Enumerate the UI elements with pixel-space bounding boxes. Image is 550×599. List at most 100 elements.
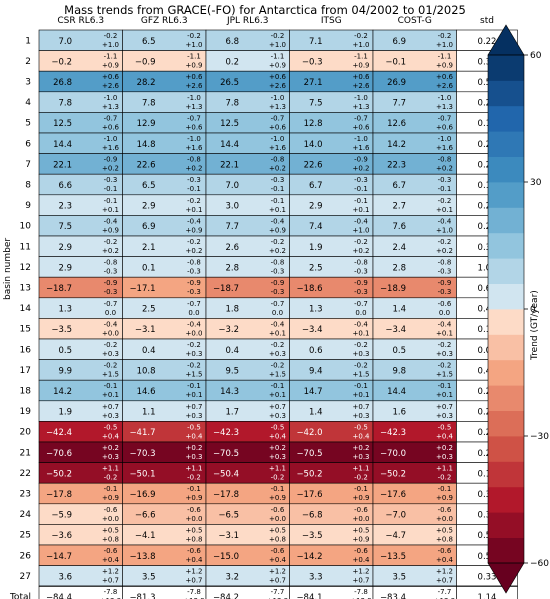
trend-value: 0.6 xyxy=(309,346,323,356)
uncertainty-upper: +0.0 xyxy=(186,515,203,523)
trend-value: −0.3 xyxy=(302,57,323,67)
uncertainty-lower: -0.1 xyxy=(187,382,201,390)
uncertainty-upper: +0.9 xyxy=(186,494,203,502)
uncertainty-lower: -1.0 xyxy=(271,94,285,102)
trend-value: 7.8 xyxy=(142,99,156,109)
column-header: CSR RL6.3 xyxy=(57,16,104,26)
uncertainty-lower: -0.4 xyxy=(438,217,452,225)
uncertainty-lower: -0.9 xyxy=(187,279,201,287)
uncertainty-lower: -0.1 xyxy=(271,197,285,205)
trend-value: 12.5 xyxy=(53,119,72,129)
uncertainty-upper: +1.3 xyxy=(436,103,453,111)
std-value: 0.47 xyxy=(478,366,497,376)
trend-value: 3.5 xyxy=(392,572,406,582)
uncertainty-lower: -0.8 xyxy=(438,156,452,164)
row-label: 20 xyxy=(20,428,32,438)
uncertainty-upper: 0.0 xyxy=(272,309,283,317)
trend-value: 22.6 xyxy=(137,160,156,170)
uncertainty-upper: +0.6 xyxy=(102,123,120,131)
trend-value: −17.8 xyxy=(46,490,72,500)
colorbar-bin xyxy=(488,258,524,284)
uncertainty-upper: -0.3 xyxy=(187,288,201,296)
row-label: 21 xyxy=(20,448,31,458)
uncertainty-upper: +0.1 xyxy=(102,391,119,399)
trend-value: 14.2 xyxy=(53,387,72,397)
uncertainty-upper: 0.0 xyxy=(439,309,450,317)
uncertainty-upper: -0.3 xyxy=(438,268,452,276)
uncertainty-lower: -0.9 xyxy=(271,279,285,287)
row-label: Total xyxy=(9,593,31,599)
uncertainty-upper: +0.1 xyxy=(436,391,453,399)
uncertainty-upper: +0.4 xyxy=(269,432,287,440)
uncertainty-lower: -0.4 xyxy=(354,217,368,225)
uncertainty-lower: +0.7 xyxy=(353,403,370,411)
uncertainty-lower: -0.4 xyxy=(187,320,201,328)
uncertainty-upper: +0.4 xyxy=(186,556,204,564)
uncertainty-upper: +0.2 xyxy=(436,165,453,173)
std-value: 0.15 xyxy=(478,325,497,335)
uncertainty-lower: -1.0 xyxy=(104,94,118,102)
uncertainty-lower: -0.2 xyxy=(271,362,285,370)
uncertainty-upper: +0.3 xyxy=(353,453,370,461)
trend-value: −6.6 xyxy=(135,511,156,521)
uncertainty-upper: +0.3 xyxy=(269,350,286,358)
chart-title: Mass trends from GRACE(-FO) for Antarcti… xyxy=(64,3,466,17)
uncertainty-lower: -0.7 xyxy=(104,114,118,122)
uncertainty-lower: +1.2 xyxy=(186,568,203,576)
uncertainty-lower: -0.2 xyxy=(187,32,201,40)
trend-value: 26.5 xyxy=(220,78,239,88)
uncertainty-lower: +0.5 xyxy=(353,526,370,534)
uncertainty-lower: -0.7 xyxy=(438,114,452,122)
uncertainty-lower: -0.2 xyxy=(104,238,118,246)
uncertainty-upper: +0.8 xyxy=(186,535,203,543)
trend-value: −50.1 xyxy=(129,469,155,479)
trend-value: −50.4 xyxy=(213,469,239,479)
trend-value: 12.6 xyxy=(387,119,406,129)
trend-value: 14.7 xyxy=(304,387,323,397)
column-header: JPL RL6.3 xyxy=(226,16,269,26)
uncertainty-lower: +0.2 xyxy=(102,444,119,452)
uncertainty-upper: +1.5 xyxy=(353,371,370,379)
uncertainty-lower: -0.4 xyxy=(438,320,452,328)
uncertainty-upper: +12.9 xyxy=(100,597,121,599)
uncertainty-lower: -0.7 xyxy=(104,300,118,308)
uncertainty-lower: -0.8 xyxy=(271,156,285,164)
row-label: 7 xyxy=(25,160,31,170)
trend-value: 7.4 xyxy=(309,222,323,232)
uncertainty-lower: -0.7 xyxy=(354,300,368,308)
uncertainty-lower: -0.7 xyxy=(187,114,201,122)
uncertainty-lower: -0.4 xyxy=(104,217,118,225)
trend-value: 7.6 xyxy=(392,222,406,232)
uncertainty-upper: +0.0 xyxy=(102,329,119,337)
uncertainty-lower: +0.7 xyxy=(102,403,119,411)
uncertainty-upper: +1.3 xyxy=(102,103,119,111)
uncertainty-lower: -0.6 xyxy=(104,547,118,555)
trend-value: −3.2 xyxy=(218,325,239,335)
uncertainty-upper: +0.3 xyxy=(353,350,370,358)
uncertainty-upper: +1.5 xyxy=(269,371,286,379)
uncertainty-upper: +1.6 xyxy=(102,144,120,152)
uncertainty-upper: +0.9 xyxy=(353,535,370,543)
uncertainty-upper: +0.2 xyxy=(436,247,453,255)
std-value: 0.16 xyxy=(478,181,497,191)
uncertainty-upper: +0.9 xyxy=(186,226,203,234)
uncertainty-upper: 0.0 xyxy=(355,309,366,317)
row-label: 4 xyxy=(25,98,31,108)
uncertainty-lower: -0.7 xyxy=(354,114,368,122)
uncertainty-upper: +0.8 xyxy=(436,535,453,543)
uncertainty-upper: +0.3 xyxy=(269,412,286,420)
uncertainty-lower: -0.8 xyxy=(354,259,368,267)
trend-value: 7.8 xyxy=(225,99,239,109)
uncertainty-lower: -0.1 xyxy=(104,197,118,205)
trend-value: 6.7 xyxy=(392,181,406,191)
uncertainty-lower: -0.1 xyxy=(104,382,118,390)
trend-value: −4.7 xyxy=(385,531,406,541)
uncertainty-upper: +0.9 xyxy=(186,62,203,70)
uncertainty-lower: -1.1 xyxy=(187,53,201,61)
uncertainty-lower: -0.2 xyxy=(354,32,368,40)
row-label: 27 xyxy=(20,572,31,582)
uncertainty-upper: +12.9 xyxy=(183,597,204,599)
uncertainty-lower: -1.0 xyxy=(187,94,201,102)
row-label: 19 xyxy=(20,407,32,417)
